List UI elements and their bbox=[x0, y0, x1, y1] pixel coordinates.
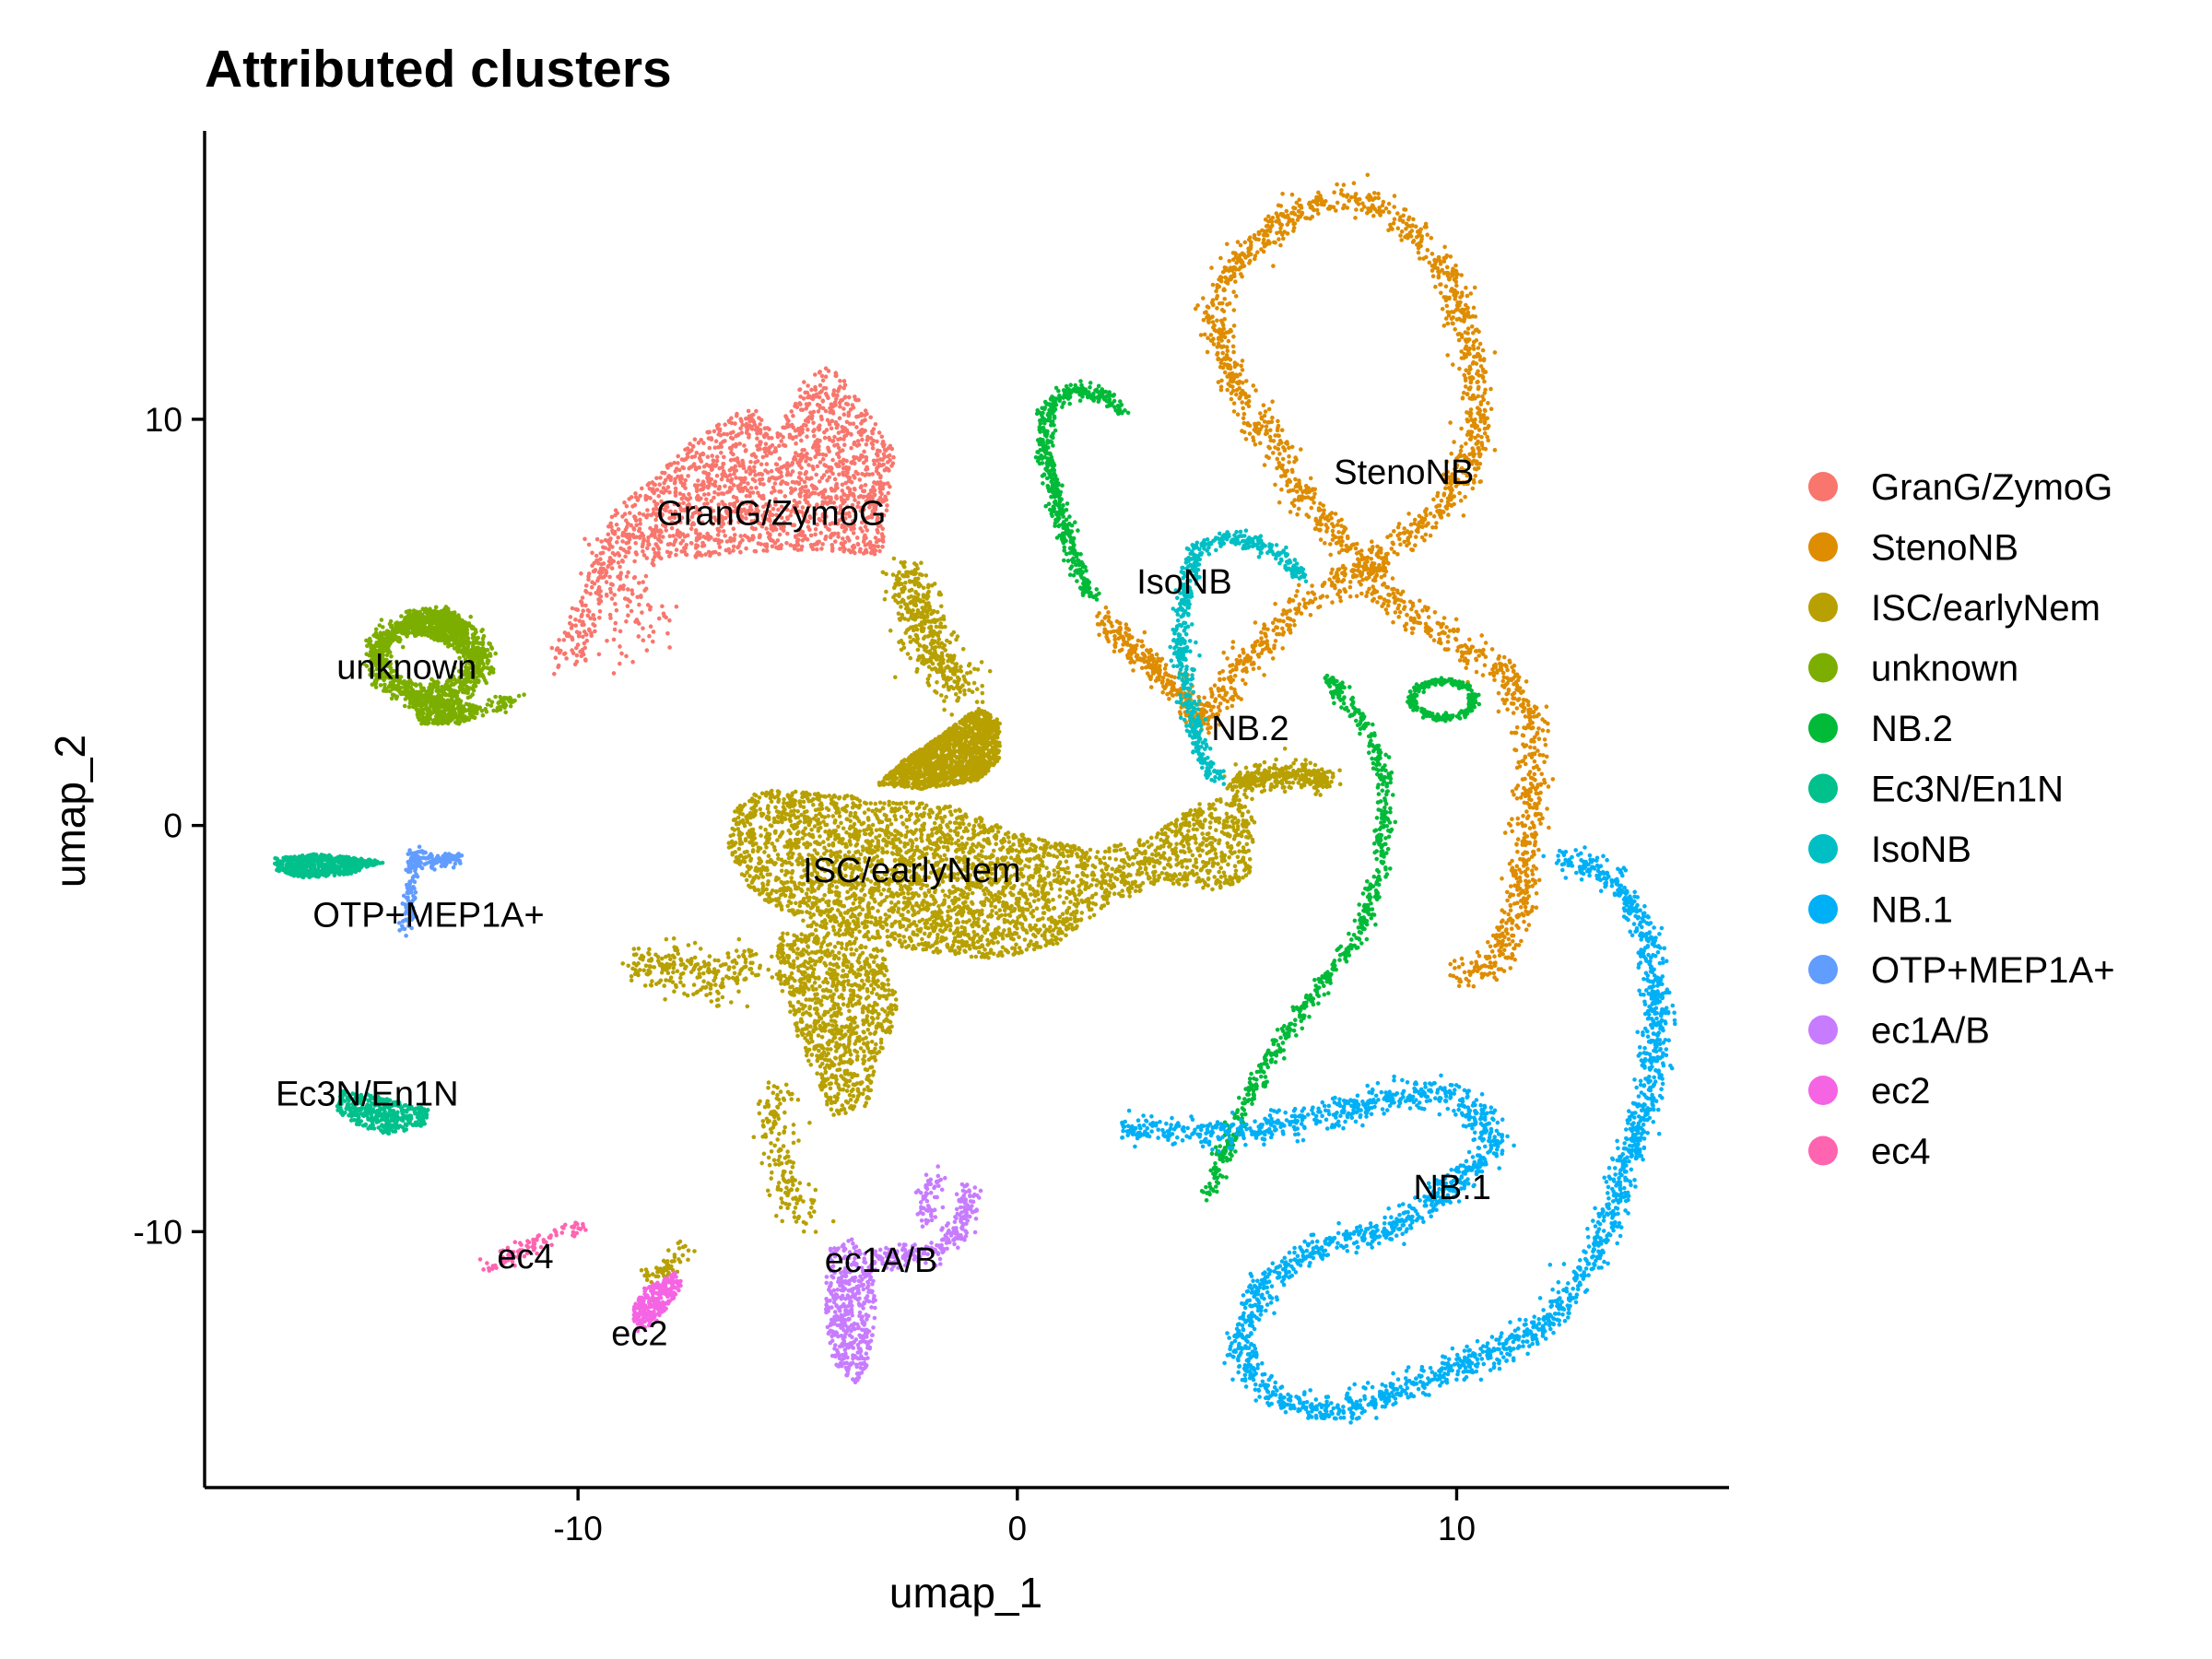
cluster-point-cloud bbox=[631, 1270, 683, 1334]
cluster-point-cloud bbox=[549, 366, 896, 677]
legend-key bbox=[1808, 593, 1838, 622]
cluster-label: ISC/earlyNem bbox=[803, 852, 1021, 890]
cluster-labels: GranG/ZymoG StenoNB ISC/earlyNem unknown NB.… bbox=[276, 453, 1491, 1353]
chart-title: Attributed clusters bbox=[205, 40, 672, 99]
cluster-point-cloud bbox=[361, 605, 526, 726]
legend-key bbox=[1808, 472, 1838, 501]
series-points-9 bbox=[823, 1164, 983, 1385]
legend-key bbox=[1808, 1015, 1838, 1045]
cluster-label: NB.1 bbox=[1413, 1169, 1490, 1207]
x-tick-label: -10 bbox=[553, 1510, 602, 1547]
cluster-label: OTP+MEP1A+ bbox=[312, 897, 544, 935]
cluster-label: ec4 bbox=[497, 1238, 553, 1277]
series-points-0 bbox=[549, 366, 896, 677]
legend-label: NB.1 bbox=[1871, 890, 1953, 931]
legend-label: StenoNB bbox=[1871, 528, 2018, 569]
x-axis-title: umap_1 bbox=[889, 1569, 1042, 1617]
cluster-point-cloud bbox=[823, 1164, 983, 1385]
cluster-point-cloud bbox=[1095, 172, 1556, 989]
cluster-label: Ec3N/En1N bbox=[276, 1076, 459, 1114]
series-points-4 bbox=[1033, 379, 1482, 1203]
series-points-11 bbox=[477, 1220, 588, 1273]
legend-key bbox=[1808, 653, 1838, 683]
cluster-label: ec1A/B bbox=[825, 1241, 938, 1280]
legend-label: ISC/earlyNem bbox=[1871, 588, 2100, 629]
legend-label: unknown bbox=[1871, 649, 2018, 689]
legend-label: GranG/ZymoG bbox=[1871, 467, 2112, 508]
legend-key bbox=[1808, 834, 1838, 864]
x-axis-ticks: -10 0 10 bbox=[553, 1488, 1476, 1547]
cluster-point-cloud bbox=[1120, 845, 1677, 1425]
cluster-point-cloud bbox=[477, 1220, 588, 1273]
series-points-10 bbox=[631, 1270, 683, 1334]
cluster-label: ec2 bbox=[611, 1315, 667, 1354]
y-axis-ticks: -10 0 10 bbox=[134, 401, 205, 1251]
cluster-point-cloud bbox=[620, 556, 1343, 1285]
cluster-label: NB.2 bbox=[1211, 710, 1288, 748]
cluster-label: IsoNB bbox=[1136, 563, 1231, 602]
legend-label: Ec3N/En1N bbox=[1871, 770, 2064, 810]
legend-key bbox=[1808, 955, 1838, 984]
series-points-5 bbox=[273, 852, 430, 1136]
legend-label: NB.2 bbox=[1871, 709, 1953, 749]
legend-key bbox=[1808, 532, 1838, 562]
legend-label: ec4 bbox=[1871, 1132, 1931, 1172]
legend-label: ec2 bbox=[1871, 1071, 1931, 1112]
y-tick-label: 0 bbox=[163, 807, 182, 845]
x-tick-label: 10 bbox=[1438, 1510, 1476, 1547]
cluster-label: StenoNB bbox=[1334, 453, 1474, 492]
legend-key bbox=[1808, 773, 1838, 804]
legend-key bbox=[1808, 1076, 1838, 1105]
legend-label: OTP+MEP1A+ bbox=[1871, 950, 2115, 991]
legend-key bbox=[1808, 894, 1838, 924]
x-tick-label: 0 bbox=[1008, 1510, 1028, 1547]
series-points-7 bbox=[1120, 845, 1677, 1425]
cluster-point-cloud bbox=[273, 852, 430, 1136]
y-axis-title: umap_2 bbox=[46, 735, 94, 888]
cluster-label: GranG/ZymoG bbox=[656, 494, 886, 533]
cluster-label: unknown bbox=[336, 649, 477, 688]
series-points-2 bbox=[620, 556, 1343, 1285]
cluster-point-cloud bbox=[396, 844, 465, 938]
series-points-8 bbox=[396, 844, 465, 938]
legend: GranG/ZymoG StenoNB ISC/earlyNem unknown NB.… bbox=[1808, 467, 2115, 1172]
series-points-3 bbox=[361, 605, 526, 726]
series-points-1 bbox=[1095, 172, 1556, 989]
y-tick-label: 10 bbox=[145, 401, 182, 439]
points-layer bbox=[273, 172, 1677, 1425]
cluster-point-cloud bbox=[1033, 379, 1482, 1203]
legend-label: IsoNB bbox=[1871, 830, 1971, 870]
y-tick-label: -10 bbox=[134, 1213, 182, 1251]
legend-key bbox=[1808, 713, 1838, 743]
legend-label: ec1A/B bbox=[1871, 1011, 1990, 1052]
legend-key bbox=[1808, 1135, 1838, 1166]
